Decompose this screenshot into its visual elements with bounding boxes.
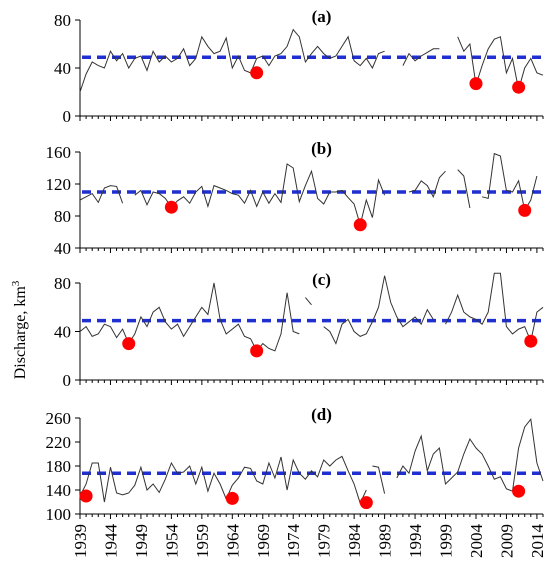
series-line — [305, 297, 312, 306]
minimum-marker — [359, 496, 373, 510]
x-tick-label: 2004 — [467, 524, 486, 559]
minimum-marker — [469, 77, 483, 91]
y-tick-label: 180 — [46, 457, 72, 476]
y-tick-label: 40 — [54, 59, 71, 78]
minimum-marker — [79, 489, 93, 503]
panel-label: (c) — [312, 270, 331, 289]
minimum-marker — [250, 66, 264, 80]
panel-label: (d) — [311, 405, 332, 424]
panel-2: 40 80 120 160 (b) — [46, 139, 544, 258]
minimum-marker — [225, 491, 239, 505]
y-tick-label: 100 — [46, 505, 72, 524]
minimum-marker — [524, 334, 538, 348]
panel-4: 100 140 180 220 260 (d) — [46, 405, 544, 524]
y-tick-label: 40 — [54, 239, 71, 258]
y-tick-label: 160 — [46, 143, 72, 162]
series-line — [457, 169, 471, 209]
x-tick-label: 1989 — [376, 524, 395, 558]
series-line — [402, 48, 440, 66]
series-line — [408, 170, 446, 199]
x-tick-label: 2014 — [528, 524, 547, 559]
panel-1: 0 40 80 (a) — [54, 7, 544, 126]
minimum-marker — [518, 203, 532, 217]
series-line — [481, 152, 538, 212]
x-tick-label: 1979 — [315, 524, 334, 558]
y-tick-label: 260 — [46, 409, 72, 428]
y-tick-label: 120 — [46, 175, 72, 194]
minimum-marker — [164, 200, 178, 214]
panel-label: (b) — [311, 139, 332, 158]
x-tick-label: 2009 — [497, 524, 516, 558]
y-tick-label: 220 — [46, 433, 72, 452]
x-tick-label: 1999 — [437, 524, 456, 558]
panel-label: (a) — [312, 7, 332, 26]
x-tick-label: 1964 — [223, 524, 242, 559]
y-axis-label-superscript: 3 — [10, 280, 22, 286]
y-tick-label: 80 — [54, 274, 71, 293]
series-line — [536, 462, 544, 482]
y-tick-label: 80 — [54, 11, 71, 30]
y-tick-label: 140 — [46, 481, 72, 500]
series-line — [134, 163, 386, 227]
minimum-marker — [122, 337, 136, 351]
x-tick-label: 1994 — [406, 524, 425, 559]
x-tick-label: 1944 — [102, 524, 121, 559]
series-line — [79, 282, 300, 352]
x-tick-label: 1984 — [345, 524, 364, 559]
x-tick-label: 1959 — [193, 524, 212, 558]
minimum-marker — [512, 80, 526, 94]
series-line — [445, 272, 544, 343]
y-axis-label-text: Discharge, km — [12, 286, 29, 380]
series-line — [79, 185, 124, 204]
y-axis-label: Discharge, km3 — [10, 280, 29, 379]
x-tick-label: 1974 — [284, 524, 303, 559]
y-tick-label: 40 — [54, 323, 71, 342]
series-line — [396, 417, 538, 492]
x-tick-label: 1949 — [132, 524, 151, 558]
minimum-marker — [512, 484, 526, 498]
x-tick-label: 1939 — [71, 524, 90, 558]
series-line — [457, 36, 544, 90]
minimum-marker — [250, 344, 264, 358]
series-line — [79, 28, 385, 93]
minimum-marker — [353, 218, 367, 232]
series-line — [323, 275, 434, 345]
y-tick-label: 0 — [63, 107, 72, 126]
series-line — [79, 455, 367, 505]
y-tick-label: 80 — [54, 207, 71, 226]
panel-3: 0 40 80 (c) — [54, 270, 544, 390]
x-tick-label: 1954 — [162, 524, 181, 559]
x-tick-label: 1969 — [254, 524, 273, 558]
y-tick-label: 0 — [63, 371, 72, 390]
series-line — [372, 465, 386, 494]
